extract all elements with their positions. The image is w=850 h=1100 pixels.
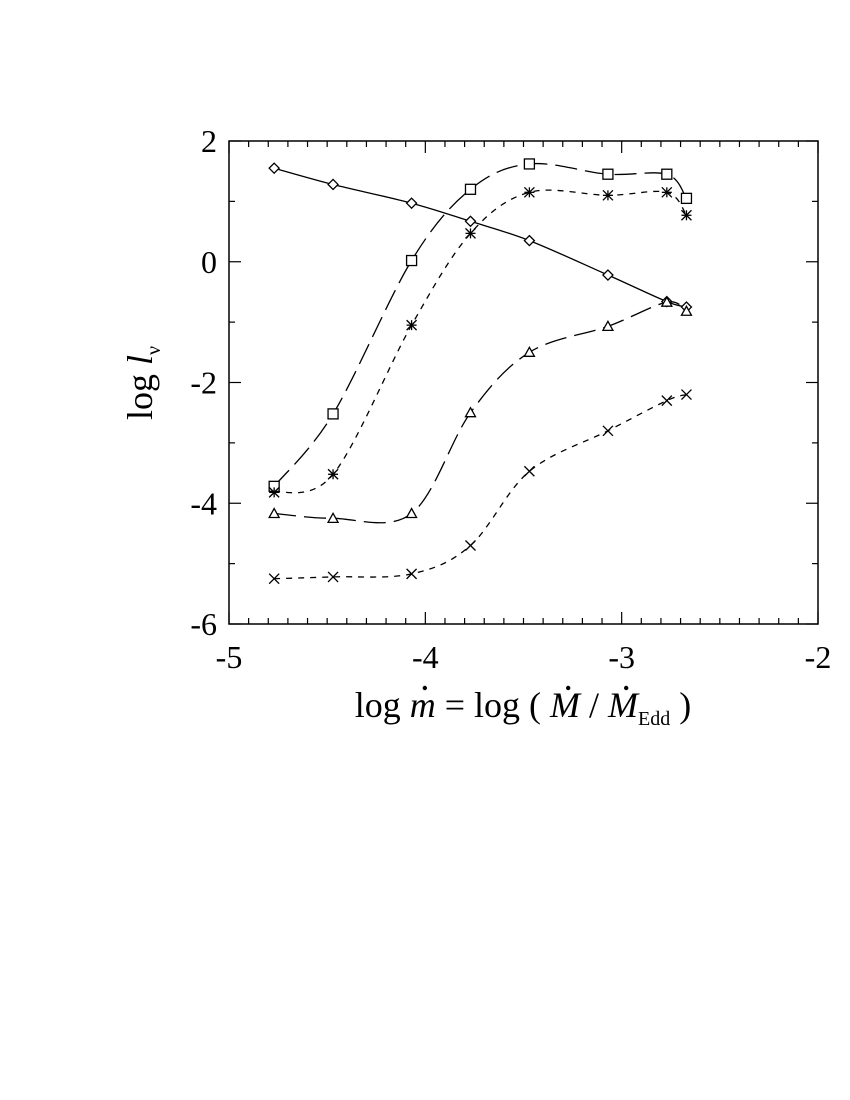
y-tick-label: 0 xyxy=(201,244,217,280)
series-asterisk xyxy=(268,186,692,498)
cross-marker xyxy=(661,395,673,407)
triangle-marker xyxy=(326,512,340,523)
y-axis-label: log lν xyxy=(120,346,165,420)
x-axis-label-prefix: log xyxy=(355,685,410,725)
x-axis-label-numerator: M xyxy=(549,685,582,725)
x-axis-label-denominator: M xyxy=(607,685,640,725)
asterisk-marker xyxy=(268,486,280,498)
square-marker xyxy=(602,168,614,180)
cross-marker xyxy=(602,425,614,437)
asterisk-marker xyxy=(465,227,476,239)
x-axis-label: log m = log ( M / MEdd ) xyxy=(355,685,692,730)
asterisk-marker xyxy=(406,319,418,331)
square-marker xyxy=(327,408,339,420)
diamond-marker xyxy=(268,162,281,175)
plot-frame xyxy=(228,140,819,625)
overdot xyxy=(422,685,428,691)
tick-labels: -5 -4 -3 -2 -6 -4 -2 0 2 xyxy=(190,123,831,675)
overdot xyxy=(565,685,571,691)
y-tick-label: -2 xyxy=(190,365,217,401)
triangle-marker xyxy=(601,320,615,332)
y-tick-label: 2 xyxy=(201,123,217,159)
triangle-marker xyxy=(660,295,673,307)
asterisk-marker xyxy=(661,186,673,198)
x-tick-label: -4 xyxy=(412,639,439,675)
cross-marker xyxy=(327,571,339,583)
cross-marker xyxy=(406,568,418,580)
series-square xyxy=(268,158,693,492)
square-marker xyxy=(464,183,477,195)
series-line xyxy=(274,167,687,308)
series-line xyxy=(274,301,687,524)
asterisk-marker xyxy=(602,189,614,201)
x-tick-label: -5 xyxy=(216,639,243,675)
x-label-overdots xyxy=(422,685,629,691)
series-diamond xyxy=(268,162,693,313)
diamond-marker xyxy=(327,178,339,191)
asterisk-marker xyxy=(327,468,339,480)
cross-marker xyxy=(523,465,535,477)
square-marker xyxy=(405,254,418,267)
diamond-marker xyxy=(464,215,477,228)
cross-marker xyxy=(680,389,692,401)
square-marker xyxy=(523,158,536,170)
diamond-marker xyxy=(602,269,614,281)
diamond-marker xyxy=(523,234,536,247)
y-axis-label-prefix: log xyxy=(120,365,160,420)
x-axis-label-slash: / xyxy=(580,685,608,725)
series-triangle xyxy=(268,295,693,524)
square-marker xyxy=(680,192,693,205)
x-axis-label-close: ) xyxy=(670,685,691,725)
x-tick-label: -2 xyxy=(805,639,832,675)
overdot xyxy=(623,685,629,691)
y-axis-label-sub: ν xyxy=(143,346,165,355)
series-line xyxy=(274,189,688,494)
axis-ticks xyxy=(228,140,819,625)
y-tick-label: -6 xyxy=(190,606,217,642)
series-layer xyxy=(268,158,693,585)
triangle-marker xyxy=(405,507,418,519)
square-marker xyxy=(661,168,673,180)
x-tick-label: -3 xyxy=(608,639,635,675)
y-tick-label: -4 xyxy=(190,485,217,521)
series-cross xyxy=(268,389,692,585)
triangle-marker xyxy=(464,406,477,418)
asterisk-marker xyxy=(680,209,692,221)
triangle-marker xyxy=(680,304,693,316)
y-axis-label-var: l xyxy=(120,355,160,365)
asterisk-marker xyxy=(523,186,535,198)
diamond-marker xyxy=(405,197,418,210)
x-axis-label-den-sub: Edd xyxy=(638,708,670,730)
x-axis-label-var: m xyxy=(410,685,436,725)
x-axis-label-equals: = log ( xyxy=(436,685,550,725)
triangle-marker xyxy=(523,345,536,357)
series-line xyxy=(273,162,688,487)
triangle-marker xyxy=(268,507,281,519)
series-line xyxy=(274,393,687,580)
cross-marker xyxy=(268,573,280,585)
cross-marker xyxy=(465,540,476,551)
